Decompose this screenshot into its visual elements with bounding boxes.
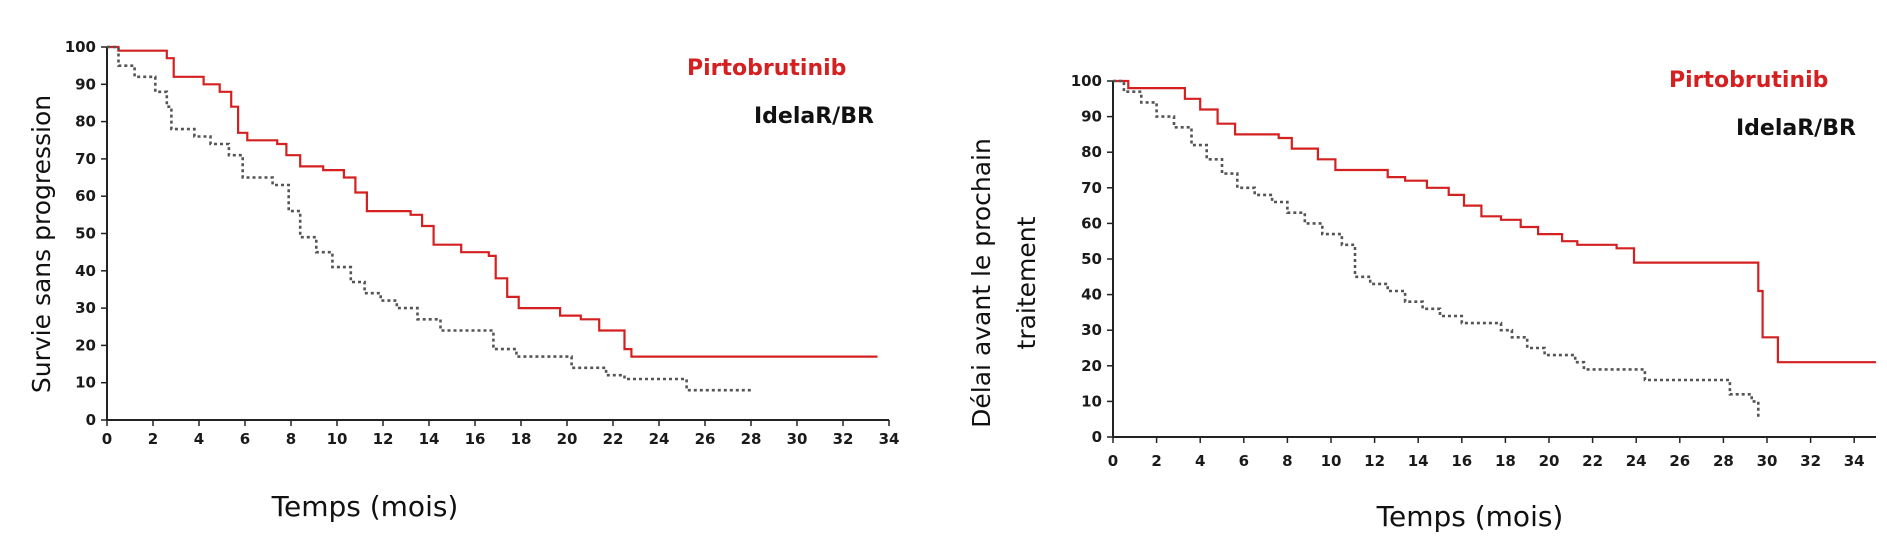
x-tick-label: 0: [102, 430, 112, 448]
x-tick-label: 14: [1408, 452, 1429, 470]
y-tick-label: 100: [65, 38, 96, 56]
y-tick-label: 100: [1071, 72, 1102, 90]
y-tick-label: 80: [1081, 143, 1102, 161]
x-tick-label: 24: [1626, 452, 1647, 470]
y-tick-label: 0: [86, 411, 96, 429]
y-tick-label: 30: [75, 299, 96, 317]
x-tick-label: 32: [833, 430, 854, 448]
legend-entry-pirtobrutinib: Pirtobrutinib: [1669, 68, 1828, 93]
x-tick-label: 26: [1669, 452, 1690, 470]
y-tick-label: 20: [1081, 357, 1102, 375]
y-tick-label: 90: [1081, 108, 1102, 126]
x-tick-label: 24: [649, 430, 670, 448]
legend-entry-idelar-br: IdelaR/BR: [754, 104, 874, 129]
x-tick-label: 6: [1239, 452, 1249, 470]
y-tick-label: 70: [1081, 179, 1102, 197]
x-tick-label: 22: [1582, 452, 1603, 470]
legend-entry-idelar-br: IdelaR/BR: [1736, 116, 1856, 141]
x-tick-label: 18: [511, 430, 532, 448]
x-tick-label: 30: [787, 430, 808, 448]
x-axis-label: Temps (mois): [1376, 500, 1564, 533]
legend-entry-pirtobrutinib: Pirtobrutinib: [687, 56, 846, 81]
y-tick-label: 60: [75, 187, 96, 205]
y-tick-label: 20: [75, 336, 96, 354]
x-tick-label: 28: [741, 430, 762, 448]
y-axis-label-line-2: traitement: [1012, 216, 1041, 349]
x-tick-label: 12: [373, 430, 394, 448]
x-tick-label: 16: [465, 430, 486, 448]
x-tick-label: 10: [1321, 452, 1342, 470]
y-tick-label: 60: [1081, 214, 1102, 232]
x-tick-label: 34: [1844, 452, 1865, 470]
y-tick-label: 0: [1092, 428, 1102, 446]
x-tick-label: 2: [148, 430, 158, 448]
y-tick-label: 50: [75, 225, 96, 243]
y-axis-label-line-1: Délai avant le prochain: [967, 138, 996, 428]
y-tick-label: 40: [1081, 286, 1102, 304]
x-tick-label: 20: [1539, 452, 1560, 470]
x-tick-label: 20: [557, 430, 578, 448]
y-tick-label: 70: [75, 150, 96, 168]
x-tick-label: 4: [194, 430, 204, 448]
x-tick-label: 22: [603, 430, 624, 448]
x-axis-label: Temps (mois): [271, 490, 459, 523]
x-tick-label: 30: [1757, 452, 1778, 470]
x-tick-label: 10: [327, 430, 348, 448]
y-tick-label: 90: [75, 75, 96, 93]
x-tick-label: 16: [1451, 452, 1472, 470]
y-tick-label: 50: [1081, 250, 1102, 268]
x-tick-label: 34: [879, 430, 900, 448]
x-tick-label: 8: [286, 430, 296, 448]
y-tick-label: 40: [75, 262, 96, 280]
x-tick-label: 0: [1108, 452, 1118, 470]
x-tick-label: 32: [1800, 452, 1821, 470]
x-tick-label: 26: [695, 430, 716, 448]
x-tick-label: 14: [419, 430, 440, 448]
series-line-idelar-br: [107, 45, 751, 392]
series-line-idelar-br: [1113, 79, 1760, 420]
series-line-pirtobrutinib: [107, 45, 878, 358]
y-tick-label: 10: [1081, 392, 1102, 410]
y-tick-label: 30: [1081, 321, 1102, 339]
x-tick-label: 2: [1151, 452, 1161, 470]
x-tick-label: 4: [1195, 452, 1205, 470]
series-line-pirtobrutinib: [1113, 79, 1876, 364]
x-tick-label: 6: [240, 430, 250, 448]
x-tick-label: 18: [1495, 452, 1516, 470]
y-tick-label: 80: [75, 113, 96, 131]
y-axis-label: Survie sans progression: [27, 95, 56, 393]
x-tick-label: 8: [1282, 452, 1292, 470]
x-tick-label: 28: [1713, 452, 1734, 470]
y-tick-label: 10: [75, 374, 96, 392]
x-tick-label: 12: [1364, 452, 1385, 470]
